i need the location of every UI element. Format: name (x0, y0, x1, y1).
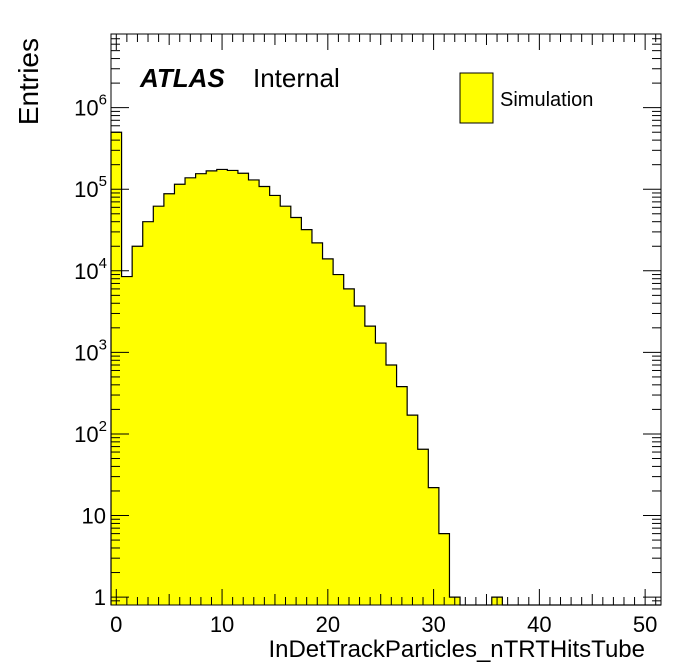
x-tick-label: 40 (527, 612, 551, 637)
histogram-bar (364, 326, 376, 605)
histogram-bar (185, 177, 197, 605)
x-tick-label: 10 (210, 612, 234, 637)
histogram-bars (111, 132, 503, 606)
histogram-bar (132, 246, 144, 605)
histogram-bar (163, 193, 175, 605)
histogram-bar (259, 186, 271, 605)
histogram-bar (206, 170, 218, 606)
histogram-bar (280, 206, 292, 605)
x-tick-label: 0 (110, 612, 122, 637)
histogram-bar (174, 184, 186, 605)
histogram-bar (237, 173, 249, 606)
histogram-bar (227, 170, 239, 605)
histogram-bar (428, 487, 440, 605)
histogram-bar (216, 169, 228, 605)
atlas-status-label: Internal (253, 63, 340, 93)
histogram-bar (142, 221, 154, 605)
plot-frame (110, 33, 662, 606)
legend-swatch (459, 72, 494, 124)
x-axis-ticks: 0 10 20 30 40 50 (110, 34, 657, 637)
y-tick-label: 10 (82, 504, 106, 529)
atlas-label: ATLAS Internal (139, 63, 340, 93)
histogram-bar (322, 258, 334, 605)
histogram-bar (438, 533, 450, 605)
y-tick-label: 1 (94, 585, 106, 610)
histogram-bar (375, 343, 387, 605)
y-tick-label: 104 (74, 255, 107, 284)
histogram-bar (195, 173, 207, 605)
legend-entry-label: Simulation (500, 89, 593, 111)
y-tick-label: 105 (74, 173, 107, 202)
histogram-bar (153, 206, 165, 605)
histogram-bar (269, 195, 281, 605)
histogram-bar (354, 306, 366, 605)
histogram-bar (343, 288, 355, 605)
histogram-bar (333, 274, 345, 605)
histogram-bar (407, 415, 419, 605)
histogram-bar (311, 242, 323, 605)
x-tick-label: 20 (316, 612, 340, 637)
x-tick-label: 50 (633, 612, 657, 637)
legend: Simulation (459, 72, 593, 124)
atlas-experiment-label: ATLAS (139, 63, 225, 93)
histogram-bar (417, 449, 429, 605)
histogram-bar (290, 217, 302, 605)
y-tick-label: 102 (74, 418, 107, 447)
histogram-bar (248, 179, 260, 606)
y-axis-label: Entries (13, 38, 44, 125)
y-tick-label: 103 (74, 336, 107, 365)
histogram-bar (396, 386, 408, 605)
histogram-bar (386, 365, 397, 605)
histogram-bar (301, 229, 313, 605)
histogram-bar (111, 132, 122, 605)
y-axis-ticks: 1 10 102 103 104 105 106 (74, 33, 661, 610)
x-axis-label: InDetTrackParticles_nTRTHitsTube (268, 636, 645, 663)
histogram-bar (121, 276, 133, 605)
y-tick-label: 106 (74, 92, 107, 121)
x-tick-label: 30 (421, 612, 445, 637)
